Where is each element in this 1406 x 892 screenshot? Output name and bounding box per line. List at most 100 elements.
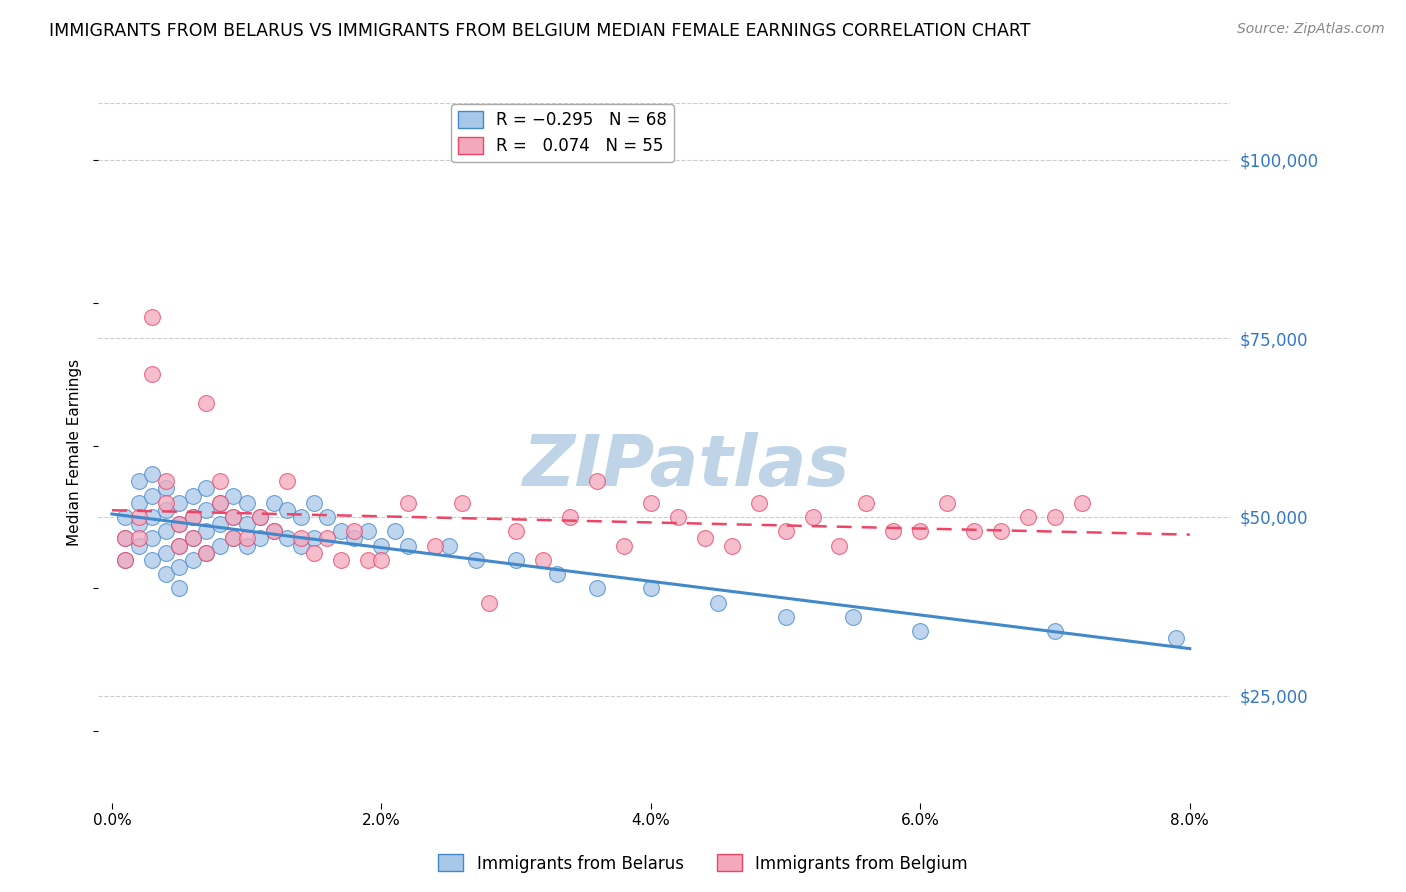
Point	[169, 539, 191, 553]
Point	[181, 532, 204, 546]
Point	[181, 510, 204, 524]
Point	[155, 546, 177, 560]
Point	[141, 467, 163, 482]
Point	[910, 524, 932, 539]
Point	[586, 582, 609, 596]
Legend: R = −0.295   N = 68, R =   0.074   N = 55: R = −0.295 N = 68, R = 0.074 N = 55	[451, 103, 673, 162]
Point	[169, 517, 191, 532]
Point	[195, 524, 218, 539]
Point	[249, 510, 271, 524]
Point	[586, 475, 609, 489]
Point	[208, 539, 231, 553]
Point	[505, 553, 527, 567]
Point	[396, 496, 419, 510]
Point	[114, 553, 136, 567]
Point	[222, 489, 245, 503]
Point	[343, 532, 366, 546]
Point	[263, 524, 285, 539]
Point	[748, 496, 770, 510]
Point	[290, 532, 312, 546]
Point	[882, 524, 904, 539]
Point	[181, 532, 204, 546]
Point	[357, 524, 380, 539]
Point	[263, 496, 285, 510]
Point	[329, 524, 352, 539]
Point	[316, 510, 339, 524]
Point	[181, 553, 204, 567]
Point	[329, 553, 352, 567]
Point	[801, 510, 824, 524]
Point	[910, 624, 932, 639]
Point	[128, 539, 150, 553]
Point	[1043, 510, 1066, 524]
Point	[531, 553, 554, 567]
Y-axis label: Median Female Earnings: Median Female Earnings	[67, 359, 83, 546]
Text: ZIPatlas: ZIPatlas	[523, 433, 851, 501]
Point	[546, 567, 568, 582]
Point	[128, 475, 150, 489]
Point	[128, 510, 150, 524]
Point	[276, 475, 298, 489]
Point	[1166, 632, 1188, 646]
Point	[141, 532, 163, 546]
Point	[208, 475, 231, 489]
Point	[276, 503, 298, 517]
Point	[155, 524, 177, 539]
Point	[290, 539, 312, 553]
Point	[370, 553, 392, 567]
Text: IMMIGRANTS FROM BELARUS VS IMMIGRANTS FROM BELGIUM MEDIAN FEMALE EARNINGS CORREL: IMMIGRANTS FROM BELARUS VS IMMIGRANTS FR…	[49, 22, 1031, 40]
Point	[828, 539, 851, 553]
Point	[249, 532, 271, 546]
Point	[114, 553, 136, 567]
Point	[235, 517, 257, 532]
Point	[169, 560, 191, 574]
Point	[558, 510, 581, 524]
Point	[842, 610, 865, 624]
Point	[181, 510, 204, 524]
Point	[222, 510, 245, 524]
Point	[276, 532, 298, 546]
Point	[464, 553, 486, 567]
Point	[155, 503, 177, 517]
Point	[141, 310, 163, 324]
Point	[141, 367, 163, 381]
Point	[425, 539, 447, 553]
Point	[963, 524, 986, 539]
Point	[775, 524, 797, 539]
Point	[114, 532, 136, 546]
Point	[855, 496, 877, 510]
Point	[155, 475, 177, 489]
Point	[357, 553, 380, 567]
Point	[936, 496, 959, 510]
Point	[707, 596, 730, 610]
Point	[114, 532, 136, 546]
Point	[370, 539, 392, 553]
Point	[235, 532, 257, 546]
Point	[437, 539, 460, 553]
Point	[208, 517, 231, 532]
Point	[316, 532, 339, 546]
Point	[302, 532, 325, 546]
Legend: Immigrants from Belarus, Immigrants from Belgium: Immigrants from Belarus, Immigrants from…	[432, 847, 974, 880]
Point	[169, 582, 191, 596]
Point	[1017, 510, 1039, 524]
Point	[666, 510, 689, 524]
Point	[155, 496, 177, 510]
Point	[1043, 624, 1066, 639]
Point	[195, 395, 218, 409]
Point	[1071, 496, 1094, 510]
Point	[128, 532, 150, 546]
Point	[128, 496, 150, 510]
Point	[235, 539, 257, 553]
Point	[302, 496, 325, 510]
Point	[290, 510, 312, 524]
Point	[222, 532, 245, 546]
Point	[195, 546, 218, 560]
Point	[640, 582, 662, 596]
Point	[128, 517, 150, 532]
Point	[640, 496, 662, 510]
Point	[235, 496, 257, 510]
Point	[169, 539, 191, 553]
Point	[195, 546, 218, 560]
Point	[195, 503, 218, 517]
